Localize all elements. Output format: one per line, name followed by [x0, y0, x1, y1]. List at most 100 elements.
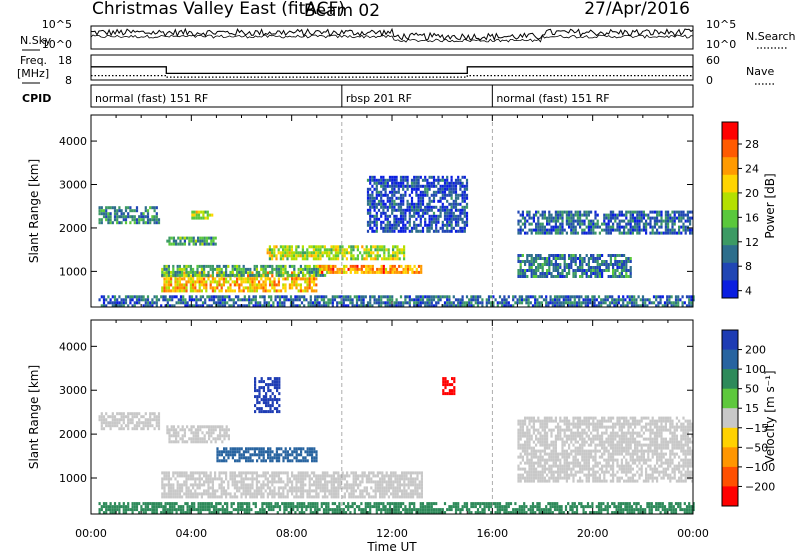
heatmap-cell: [569, 304, 572, 308]
heatmap-cell: [326, 483, 329, 487]
heatmap-cell: [269, 395, 272, 399]
heatmap-cell: [190, 236, 193, 240]
heatmap-cell: [262, 453, 265, 457]
heatmap-cell: [253, 264, 256, 268]
heatmap-cell: [517, 431, 520, 435]
heatmap-cell: [181, 471, 184, 475]
heatmap-cell: [310, 289, 313, 293]
heatmap-cell: [384, 295, 387, 299]
heatmap-cell: [116, 412, 119, 416]
heatmap-cell: [382, 229, 385, 233]
heatmap-cell: [596, 266, 599, 269]
heatmap-cell: [459, 181, 462, 185]
heatmap-cell: [552, 228, 555, 232]
heatmap-cell: [212, 431, 215, 435]
heatmap-cell: [583, 219, 586, 223]
heatmap-cell: [517, 260, 520, 263]
heatmap-cell: [155, 418, 158, 422]
heatmap-cell: [249, 456, 252, 460]
heatmap-cell: [396, 257, 399, 261]
heatmap-cell: [526, 231, 529, 235]
heatmap-cell: [295, 245, 298, 249]
heatmap-cell: [332, 477, 335, 481]
heatmap-cell: [267, 295, 271, 299]
heatmap-cell: [133, 412, 136, 416]
heatmap-cell: [581, 257, 584, 260]
y-tick-label: 2000: [59, 222, 87, 235]
heatmap-cell: [155, 304, 158, 308]
heatmap-cell: [534, 304, 537, 308]
heatmap-cell: [155, 415, 158, 419]
heatmap-cell: [301, 245, 304, 249]
heatmap-cell: [325, 301, 328, 305]
heatmap-cell: [387, 480, 390, 484]
heatmap-cell: [133, 424, 136, 428]
heatmap-cell: [326, 474, 329, 478]
heatmap-cell: [153, 415, 156, 419]
heatmap-cell: [574, 275, 577, 278]
heatmap-cell: [282, 283, 285, 287]
heatmap-cell: [258, 283, 261, 287]
heatmap-cell: [388, 196, 392, 200]
heatmap-cell: [537, 470, 540, 474]
heatmap-cell: [373, 181, 376, 185]
heatmap-cell: [149, 221, 152, 225]
heatmap-cell: [402, 208, 405, 212]
heatmap-cell: [205, 280, 208, 284]
heatmap-cell: [308, 245, 311, 249]
heatmap-cell: [269, 270, 272, 274]
heatmap-cell: [369, 264, 372, 268]
heatmap-cell: [347, 304, 350, 308]
heatmap-cell: [271, 286, 274, 290]
heatmap-cell: [413, 270, 416, 274]
heatmap-cell: [282, 471, 285, 475]
heatmap-cell: [450, 190, 453, 194]
heatmap-cell: [411, 270, 414, 274]
heatmap-cell: [229, 286, 232, 290]
heatmap-cell: [450, 226, 453, 230]
heatmap-cell: [120, 298, 123, 302]
heatmap-cell: [304, 264, 307, 268]
heatmap-cell: [146, 301, 150, 305]
heatmap-cell: [541, 263, 544, 266]
heatmap-cell: [350, 495, 353, 499]
heatmap-cell: [446, 392, 449, 396]
heatmap-cell: [524, 434, 527, 438]
heatmap-cell: [543, 416, 546, 420]
heatmap-cell: [331, 298, 334, 302]
heatmap-cell: [195, 213, 198, 217]
heatmap-cell: [271, 483, 274, 487]
heatmap-cell: [306, 257, 309, 261]
heatmap-cell: [359, 483, 362, 487]
heatmap-cell: [373, 295, 376, 299]
heatmap-cell: [316, 304, 319, 308]
heatmap-cell: [587, 210, 590, 214]
heatmap-cell: [277, 277, 280, 281]
heatmap-cell: [667, 219, 670, 223]
heatmap-cell: [570, 260, 573, 263]
heatmap-cell: [387, 486, 390, 490]
heatmap-cell: [552, 428, 555, 432]
heatmap-cell: [313, 480, 316, 484]
heatmap-cell: [193, 298, 196, 302]
heatmap-cell: [421, 229, 425, 233]
heatmap-cell: [277, 489, 280, 493]
heatmap-cell: [165, 286, 168, 290]
heatmap-cell: [492, 304, 495, 308]
heatmap-cell: [163, 483, 166, 487]
heatmap-cell: [543, 225, 546, 229]
heatmap-cell: [519, 263, 522, 266]
heatmap-cell: [163, 271, 166, 275]
heatmap-cell: [348, 486, 351, 490]
heatmap-cell: [453, 386, 456, 390]
heatmap-cell: [267, 456, 270, 460]
heatmap-cell: [618, 272, 621, 275]
heatmap-cell: [382, 226, 385, 230]
heatmap-cell: [142, 304, 145, 308]
heatmap-cell: [626, 301, 629, 305]
heatmap-cell: [552, 263, 555, 266]
heatmap-cell: [153, 301, 156, 305]
heatmap-cell: [409, 264, 412, 268]
heatmap-cell: [576, 213, 579, 217]
heatmap-cell: [432, 181, 436, 185]
